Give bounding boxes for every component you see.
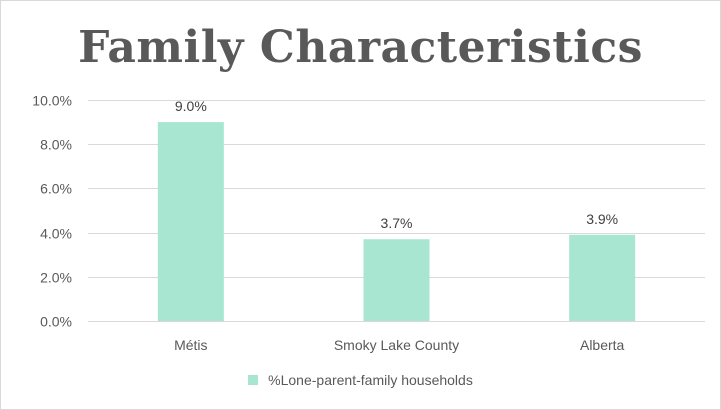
x-axis: Métis Smoky Lake County Alberta [174, 337, 624, 353]
data-labels: 9.0% 3.7% 3.9% [175, 98, 618, 231]
chart-title: Family Characteristics [78, 22, 643, 73]
y-axis: 0.0% 2.0% 4.0% 6.0% 8.0% 10.0% [32, 93, 72, 330]
data-label: 3.9% [586, 211, 618, 227]
bar [157, 122, 224, 321]
y-tick-label: 10.0% [32, 93, 72, 109]
bar [363, 239, 430, 321]
y-tick-label: 4.0% [40, 226, 72, 242]
data-label: 3.7% [381, 215, 413, 231]
y-tick-label: 2.0% [40, 270, 72, 286]
x-tick-label: Smoky Lake County [334, 337, 459, 353]
x-tick-label: Métis [174, 337, 207, 353]
legend-swatch [248, 375, 259, 385]
bar [569, 234, 636, 321]
legend: %Lone-parent-family households [0, 372, 721, 388]
legend-label: %Lone-parent-family households [268, 372, 473, 388]
y-tick-label: 6.0% [40, 181, 72, 197]
bars [157, 122, 636, 321]
y-tick-label: 8.0% [40, 137, 72, 153]
y-tick-label: 0.0% [40, 314, 72, 330]
data-label: 9.0% [175, 98, 207, 114]
x-tick-label: Alberta [580, 337, 625, 353]
